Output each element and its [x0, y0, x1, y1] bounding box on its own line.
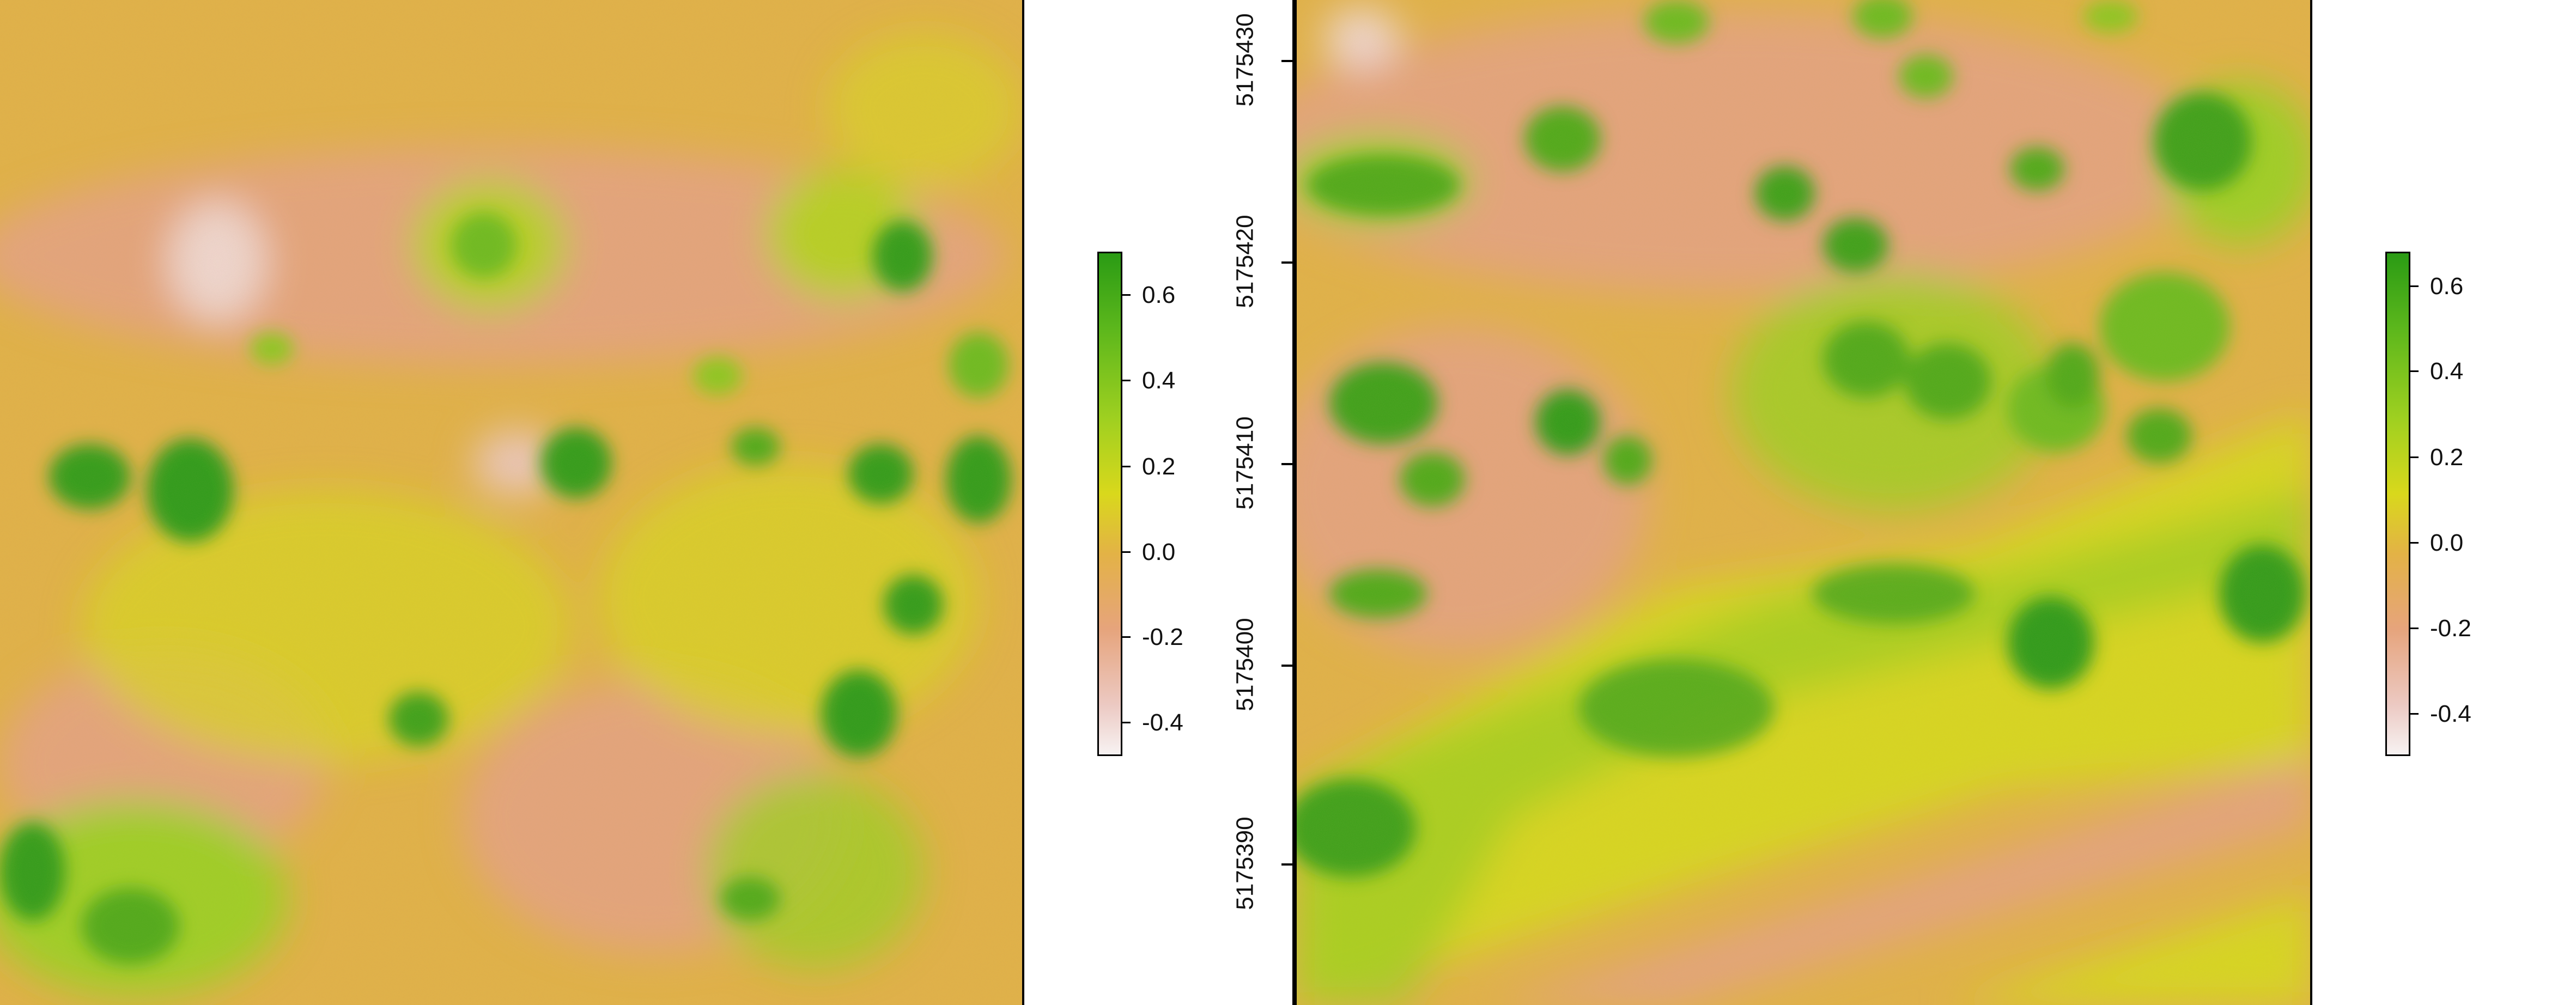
left-legend-tick: [1121, 380, 1131, 381]
left-legend-label: 0.2: [1142, 453, 1176, 480]
left-legend-tick: [1121, 636, 1131, 638]
left-legend-label: 0.6: [1142, 282, 1176, 308]
left-legend-tick: [1121, 551, 1131, 553]
right-color-legend: [2385, 252, 2410, 756]
left-legend-tick: [1121, 722, 1131, 723]
left-color-legend: [1097, 252, 1122, 756]
right-y-axis-tick: [1281, 665, 1295, 667]
right-legend-gradient: [2387, 253, 2409, 754]
left-legend-tick: [1121, 294, 1131, 296]
right-legend-tick: [2409, 370, 2419, 372]
right-legend-tick: [2409, 713, 2419, 715]
right-legend-label: 0.0: [2430, 529, 2464, 556]
left-vegetation-index-raster: [0, 0, 1022, 1005]
left-legend-tick: [1121, 466, 1131, 467]
left-legend-gradient: [1099, 253, 1121, 754]
right-y-axis-tick: [1281, 463, 1295, 465]
right-legend-label: 0.4: [2430, 358, 2464, 385]
right-y-axis-line: [1292, 0, 1295, 1005]
right-y-axis: [1251, 0, 1295, 1005]
right-legend-tick: [2409, 456, 2419, 458]
right-y-axis-label: 5175410: [1231, 416, 1259, 510]
right-y-axis-tick: [1281, 261, 1295, 264]
left-raster-panel: [0, 0, 1024, 1005]
right-legend-label: -0.2: [2430, 615, 2471, 642]
right-y-axis-label: 5175430: [1231, 13, 1259, 107]
right-y-axis-label: 5175400: [1231, 618, 1259, 711]
right-y-axis-label: 5175420: [1231, 215, 1259, 308]
right-legend-label: 0.6: [2430, 273, 2464, 300]
left-legend-label: 0.0: [1142, 539, 1176, 565]
left-legend-label: -0.2: [1142, 624, 1183, 650]
left-legend-label: -0.4: [1142, 709, 1183, 736]
right-legend-tick: [2409, 628, 2419, 629]
right-y-axis-tick: [1281, 863, 1295, 866]
right-raster-panel: [1295, 0, 2312, 1005]
right-legend-label: -0.4: [2430, 701, 2471, 727]
right-vegetation-index-raster: [1297, 0, 2310, 1005]
right-legend-label: 0.2: [2430, 444, 2464, 471]
right-legend-tick: [2409, 542, 2419, 544]
right-y-axis-tick: [1281, 60, 1295, 62]
left-legend-label: 0.4: [1142, 367, 1176, 394]
right-legend-tick: [2409, 285, 2419, 287]
right-y-axis-label: 5175390: [1231, 817, 1259, 910]
